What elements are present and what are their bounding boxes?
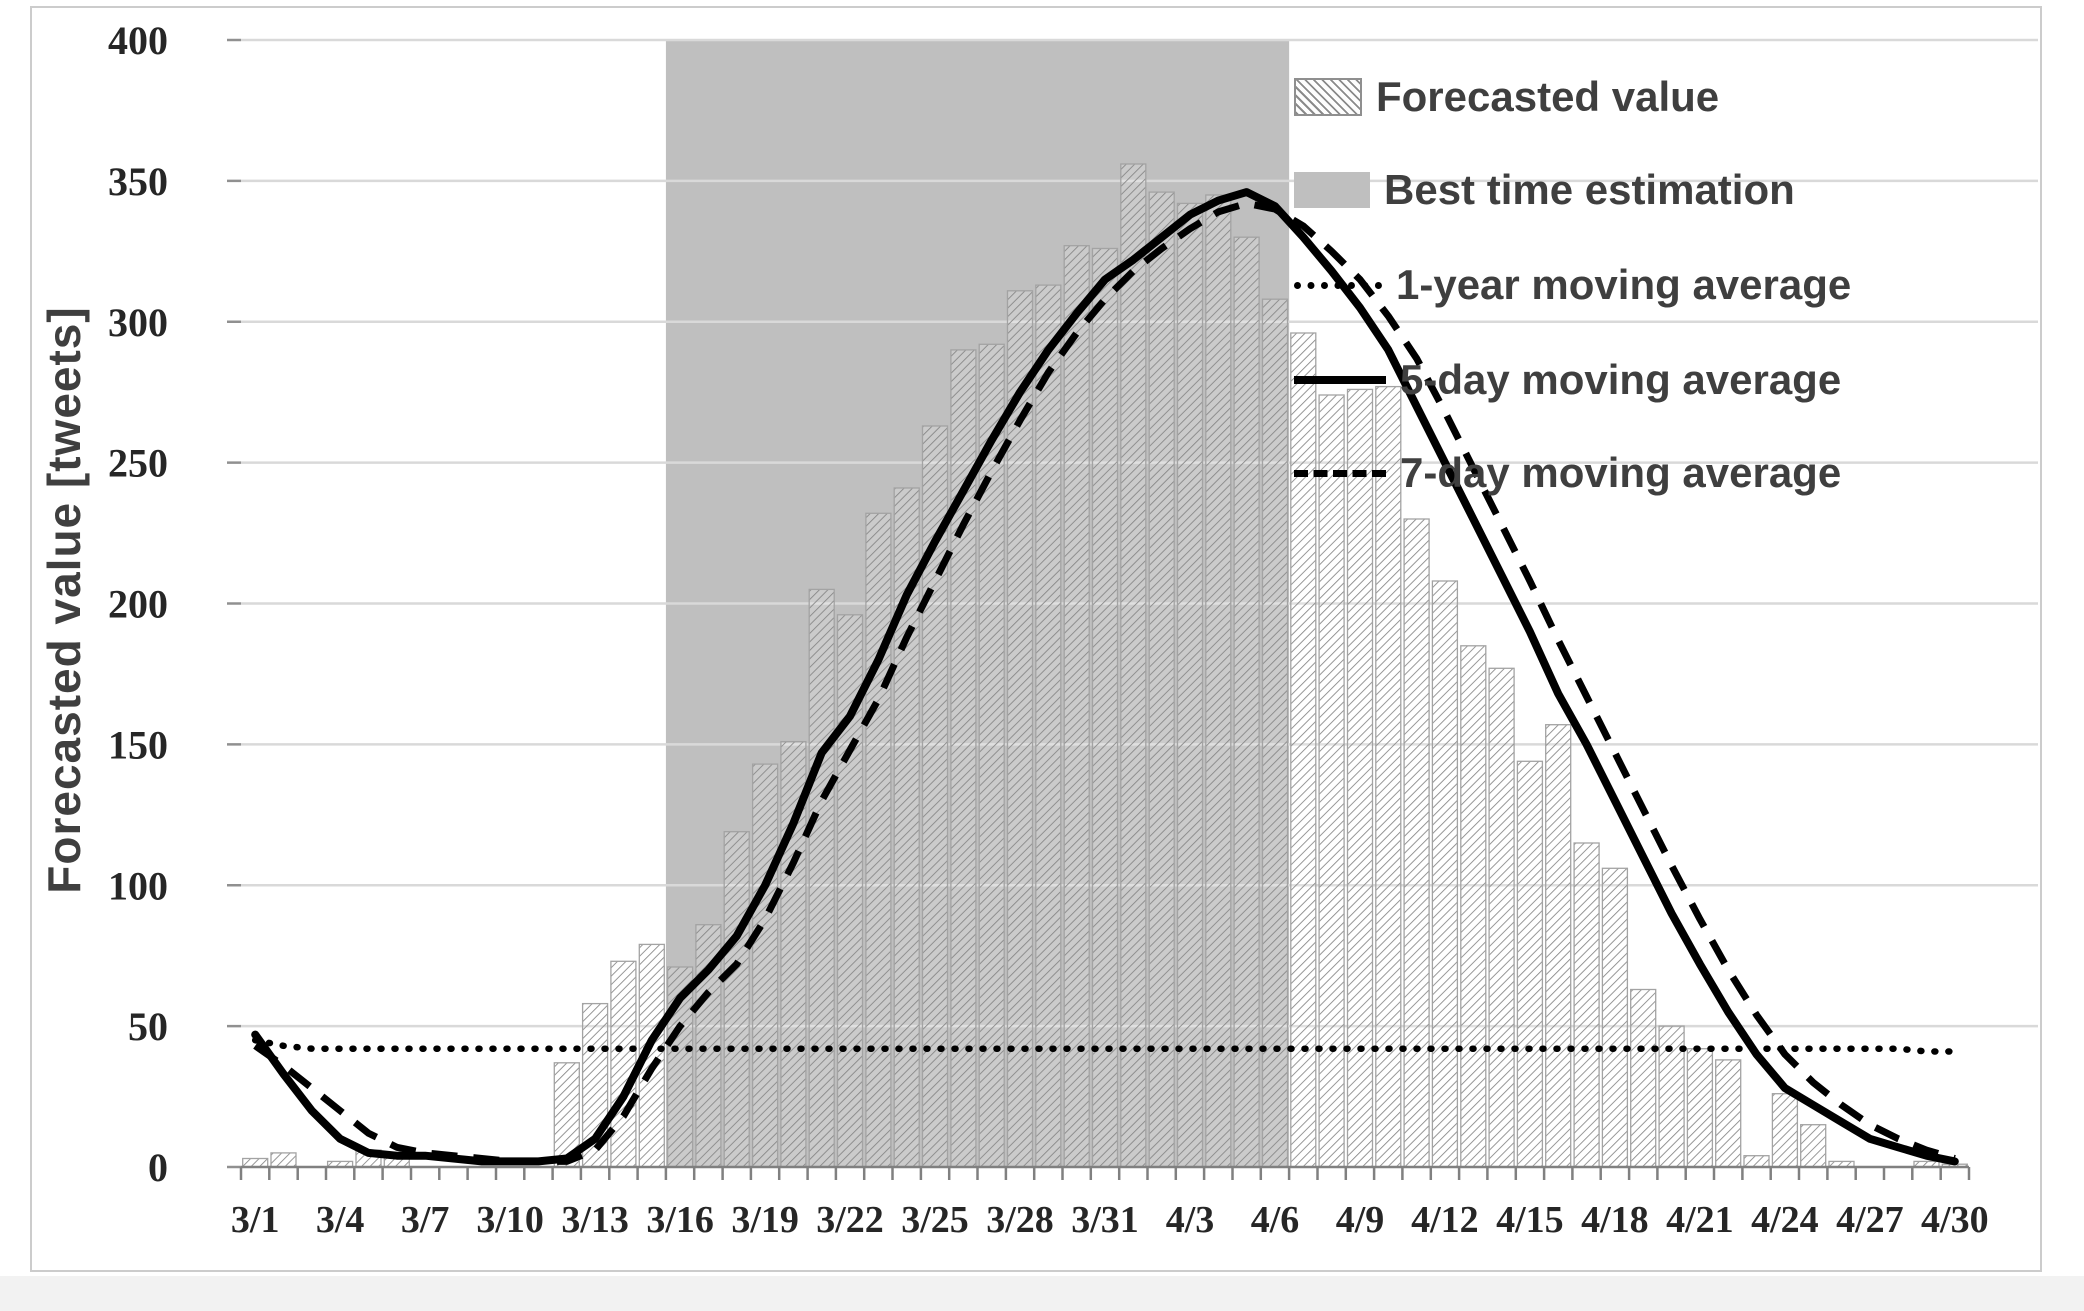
bar	[1403, 518, 1430, 1168]
bar	[1771, 1093, 1799, 1168]
svg-text:350: 350	[108, 159, 168, 204]
bar	[610, 960, 637, 1168]
y-axis-title: Forecasted value [tweets]	[38, 306, 90, 894]
gray-band-swatch-icon	[1294, 172, 1370, 208]
svg-text:3/4: 3/4	[316, 1199, 365, 1241]
bar	[1516, 760, 1544, 1168]
svg-text:4/30: 4/30	[1921, 1199, 1989, 1241]
bar	[1545, 724, 1572, 1168]
legend-item-7-day-moving-average: 7-day moving average	[1294, 445, 1841, 501]
bar	[1460, 645, 1487, 1168]
solid-line-swatch-icon	[1294, 376, 1386, 384]
bar	[1601, 867, 1629, 1168]
bar	[1715, 1059, 1742, 1168]
bar	[1176, 202, 1204, 1168]
bar	[865, 512, 892, 1168]
svg-text:3/7: 3/7	[401, 1199, 450, 1241]
bar	[1630, 988, 1657, 1168]
svg-text:50: 50	[128, 1004, 168, 1049]
y-axis-stub-ticks	[227, 38, 241, 1169]
bar	[1488, 667, 1515, 1168]
legend-item-5-day-moving-average: 5-day moving average	[1294, 352, 1841, 408]
bar	[1233, 236, 1260, 1168]
svg-text:4/9: 4/9	[1336, 1199, 1385, 1241]
svg-text:4/3: 4/3	[1166, 1199, 1215, 1241]
dotted-line-swatch-icon	[1294, 281, 1382, 289]
legend-item-best-time-estimation: Best time estimation	[1294, 162, 1795, 218]
bar	[638, 943, 665, 1168]
svg-text:3/22: 3/22	[816, 1199, 884, 1241]
svg-text:400: 400	[108, 18, 168, 63]
bar	[808, 588, 835, 1168]
svg-text:3/10: 3/10	[476, 1199, 544, 1241]
svg-text:3/13: 3/13	[561, 1199, 629, 1241]
legend-label: 1-year moving average	[1396, 261, 1852, 308]
legend-item-1-year-moving-average: 1-year moving average	[1294, 257, 1851, 313]
svg-text:4/12: 4/12	[1411, 1199, 1479, 1241]
bar	[751, 763, 779, 1168]
svg-text:3/16: 3/16	[646, 1199, 714, 1241]
svg-text:3/25: 3/25	[901, 1199, 969, 1241]
bar	[1431, 580, 1459, 1168]
svg-text:0: 0	[148, 1145, 168, 1190]
legend-item-forecasted-value: Forecasted value	[1294, 69, 1719, 125]
svg-text:4/6: 4/6	[1251, 1199, 1300, 1241]
svg-text:4/24: 4/24	[1751, 1199, 1819, 1241]
svg-text:3/1: 3/1	[231, 1199, 280, 1241]
legend-label: 7-day moving average	[1400, 449, 1842, 496]
bar	[1091, 247, 1119, 1168]
bar	[242, 1157, 269, 1168]
hatch-swatch-icon	[1294, 78, 1362, 116]
bar	[1800, 1124, 1827, 1168]
bar	[1120, 163, 1147, 1168]
ma-1year-line	[251, 1036, 1959, 1055]
bar	[1205, 194, 1232, 1168]
svg-text:200: 200	[108, 582, 168, 627]
bar	[1743, 1155, 1770, 1168]
bar	[723, 831, 750, 1168]
svg-text:3/28: 3/28	[986, 1199, 1054, 1241]
bar	[1063, 245, 1090, 1168]
x-axis	[239, 1165, 1971, 1180]
y-tick-labels: 0 50 100 150 200 250 300 350 400	[108, 18, 168, 1190]
bottom-margin	[0, 1276, 2084, 1311]
legend-label: 5-day moving average	[1400, 356, 1842, 403]
bar	[1261, 298, 1289, 1168]
svg-text:4/21: 4/21	[1666, 1199, 1734, 1241]
bar	[1573, 842, 1600, 1168]
svg-text:250: 250	[108, 441, 168, 486]
dashed-line-swatch-icon	[1294, 469, 1386, 477]
x-tick-labels: 3/1 3/4 3/7 3/10 3/13 3/16 3/19 3/22 3/25 3/28 3/3…	[231, 1199, 1989, 1241]
svg-text:100: 100	[108, 863, 168, 908]
bar	[978, 343, 1005, 1168]
bar	[1035, 284, 1062, 1168]
legend-label: Forecasted value	[1376, 73, 1720, 120]
bar	[270, 1152, 297, 1168]
svg-text:4/18: 4/18	[1581, 1199, 1649, 1241]
svg-text:4/15: 4/15	[1496, 1199, 1564, 1241]
legend-label: Best time estimation	[1384, 166, 1795, 213]
ma-7day-line	[253, 199, 1956, 1165]
bar	[1148, 191, 1175, 1168]
svg-text:3/19: 3/19	[731, 1199, 799, 1241]
forecast-bars	[242, 163, 1968, 1168]
svg-text:300: 300	[108, 300, 168, 345]
svg-text:3/31: 3/31	[1071, 1199, 1139, 1241]
bar	[1686, 1048, 1714, 1168]
svg-text:150: 150	[108, 722, 168, 767]
svg-text:4/27: 4/27	[1836, 1199, 1904, 1241]
